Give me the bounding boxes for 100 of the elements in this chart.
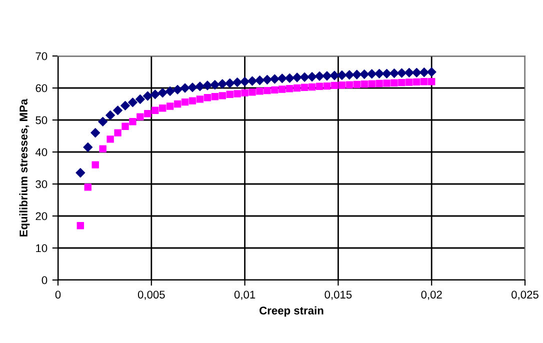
point: [181, 98, 189, 106]
point: [210, 80, 220, 90]
point: [159, 104, 166, 112]
point: [180, 83, 190, 93]
y-tick-label: 30: [36, 180, 48, 188]
point: [106, 110, 116, 120]
point: [202, 80, 212, 90]
point: [211, 93, 219, 100]
point: [225, 78, 235, 88]
point: [129, 118, 136, 126]
point: [330, 82, 338, 90]
point: [99, 145, 106, 152]
point: [264, 86, 271, 94]
point: [166, 102, 174, 110]
point: [398, 78, 406, 86]
point: [286, 85, 294, 92]
y-tick-label: 40: [35, 148, 48, 156]
point: [248, 76, 258, 86]
point: [98, 116, 108, 126]
point: [172, 84, 182, 94]
point: [428, 78, 436, 86]
point: [353, 80, 360, 88]
y-axis-title: Equilibrium stresses, MPa: [19, 98, 30, 236]
point: [346, 81, 354, 88]
point: [76, 168, 86, 178]
point: [277, 74, 287, 84]
point: [241, 89, 248, 96]
point: [188, 82, 198, 92]
point: [383, 80, 390, 87]
point: [204, 94, 212, 102]
x-tick-label: 0,01: [234, 290, 256, 300]
point: [406, 78, 413, 86]
point: [262, 74, 272, 84]
x-tick-label: 0,005: [138, 290, 165, 300]
point: [174, 100, 182, 108]
point: [114, 129, 122, 136]
point: [188, 97, 196, 104]
point: [382, 68, 392, 78]
point: [90, 128, 100, 138]
point: [218, 92, 226, 100]
point: [293, 84, 301, 92]
point: [322, 71, 332, 81]
point: [271, 86, 278, 94]
point: [195, 82, 205, 92]
point: [196, 96, 204, 103]
point: [92, 161, 99, 168]
point: [330, 70, 340, 80]
point: [419, 68, 429, 78]
point: [256, 88, 264, 95]
point: [390, 68, 399, 78]
point: [84, 184, 92, 191]
point: [106, 136, 114, 143]
point: [307, 72, 317, 82]
point: [368, 80, 376, 88]
point: [292, 72, 302, 82]
point: [426, 67, 436, 77]
y-tick-label: 70: [36, 52, 48, 60]
point: [360, 80, 368, 88]
y-tick-label: 20: [36, 212, 48, 220]
point: [226, 90, 234, 98]
point: [300, 72, 310, 82]
point: [144, 110, 152, 118]
point: [270, 74, 280, 84]
point: [113, 106, 123, 116]
point: [352, 70, 362, 80]
point: [136, 113, 144, 120]
point: [308, 83, 316, 91]
point: [120, 100, 130, 110]
point: [413, 78, 420, 86]
point: [376, 80, 383, 88]
y-tick-label: 50: [36, 116, 48, 124]
x-tick-label: 0,02: [421, 290, 442, 300]
point: [323, 82, 331, 90]
point: [83, 142, 93, 152]
point: [150, 90, 160, 100]
point: [300, 84, 308, 91]
point: [122, 122, 129, 130]
point: [248, 88, 256, 96]
y-tick-label: 0: [42, 276, 48, 284]
point: [344, 70, 354, 80]
point: [338, 82, 346, 89]
x-tick-label: 0,025: [512, 290, 538, 300]
point: [278, 86, 286, 93]
point: [142, 91, 152, 101]
point: [396, 68, 406, 78]
y-tick-label: 60: [36, 84, 48, 92]
point: [284, 73, 294, 83]
point: [234, 90, 241, 98]
point: [152, 106, 159, 114]
point: [135, 94, 145, 104]
y-tick-label: 10: [36, 244, 48, 252]
point: [128, 98, 138, 108]
x-tick-label: 0: [55, 290, 61, 299]
point: [232, 78, 242, 87]
point: [316, 82, 324, 90]
point: [76, 222, 84, 230]
point: [240, 76, 250, 86]
point: [337, 70, 347, 80]
x-axis-title: Creep strain: [260, 306, 324, 317]
point: [374, 68, 384, 78]
